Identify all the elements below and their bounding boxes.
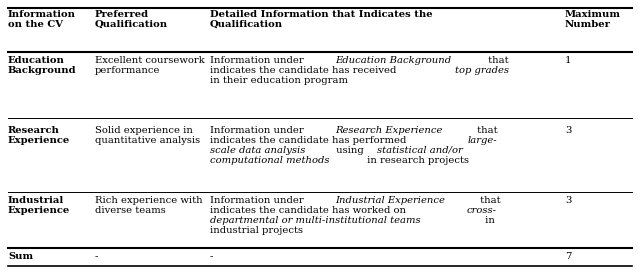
Text: Experience: Experience [8, 136, 70, 145]
Text: -: - [95, 252, 99, 261]
Text: performance: performance [95, 66, 161, 75]
Text: 3: 3 [565, 196, 572, 205]
Text: on the CV: on the CV [8, 20, 63, 29]
Text: Solid experience in: Solid experience in [95, 126, 193, 135]
Text: in research projects: in research projects [364, 156, 469, 165]
Text: scale data analysis: scale data analysis [210, 146, 305, 155]
Text: Sum: Sum [8, 252, 33, 261]
Text: indicates the candidate has worked on: indicates the candidate has worked on [210, 206, 409, 215]
Text: 7: 7 [565, 252, 572, 261]
Text: Experience: Experience [8, 206, 70, 215]
Text: 3: 3 [565, 126, 572, 135]
Text: Information under: Information under [210, 56, 307, 65]
Text: Information: Information [8, 10, 76, 19]
Text: quantitative analysis: quantitative analysis [95, 136, 200, 145]
Text: that: that [474, 126, 497, 135]
Text: Excellent coursework: Excellent coursework [95, 56, 205, 65]
Text: Education Background: Education Background [335, 56, 451, 65]
Text: using: using [333, 146, 367, 155]
Text: Industrial: Industrial [8, 196, 64, 205]
Text: industrial projects: industrial projects [210, 226, 303, 235]
Text: Research Experience: Research Experience [335, 126, 442, 135]
Text: 1: 1 [565, 56, 572, 65]
Text: departmental or multi-institutional teams: departmental or multi-institutional team… [210, 216, 420, 225]
Text: statistical and/or: statistical and/or [377, 146, 463, 155]
Text: diverse teams: diverse teams [95, 206, 166, 215]
Text: indicates the candidate has received: indicates the candidate has received [210, 66, 399, 75]
Text: computational methods: computational methods [210, 156, 330, 165]
Text: in their education program: in their education program [210, 76, 348, 85]
Text: Maximum: Maximum [565, 10, 621, 19]
Text: top grades: top grades [454, 66, 509, 75]
Text: -: - [210, 252, 213, 261]
Text: in: in [482, 216, 495, 225]
Text: Information under: Information under [210, 196, 307, 205]
Text: that: that [485, 56, 508, 65]
Text: Education: Education [8, 56, 65, 65]
Text: Number: Number [565, 20, 611, 29]
Text: Qualification: Qualification [210, 20, 283, 29]
Text: Information under: Information under [210, 126, 307, 135]
Text: indicates the candidate has performed: indicates the candidate has performed [210, 136, 410, 145]
Text: Preferred: Preferred [95, 10, 149, 19]
Text: Background: Background [8, 66, 77, 75]
Text: Industrial Experience: Industrial Experience [335, 196, 445, 205]
Text: large-: large- [467, 136, 497, 145]
Text: Research: Research [8, 126, 60, 135]
Text: Qualification: Qualification [95, 20, 168, 29]
Text: Rich experience with: Rich experience with [95, 196, 203, 205]
Text: that: that [477, 196, 500, 205]
Text: cross-: cross- [467, 206, 497, 215]
Text: Detailed Information that Indicates the: Detailed Information that Indicates the [210, 10, 433, 19]
